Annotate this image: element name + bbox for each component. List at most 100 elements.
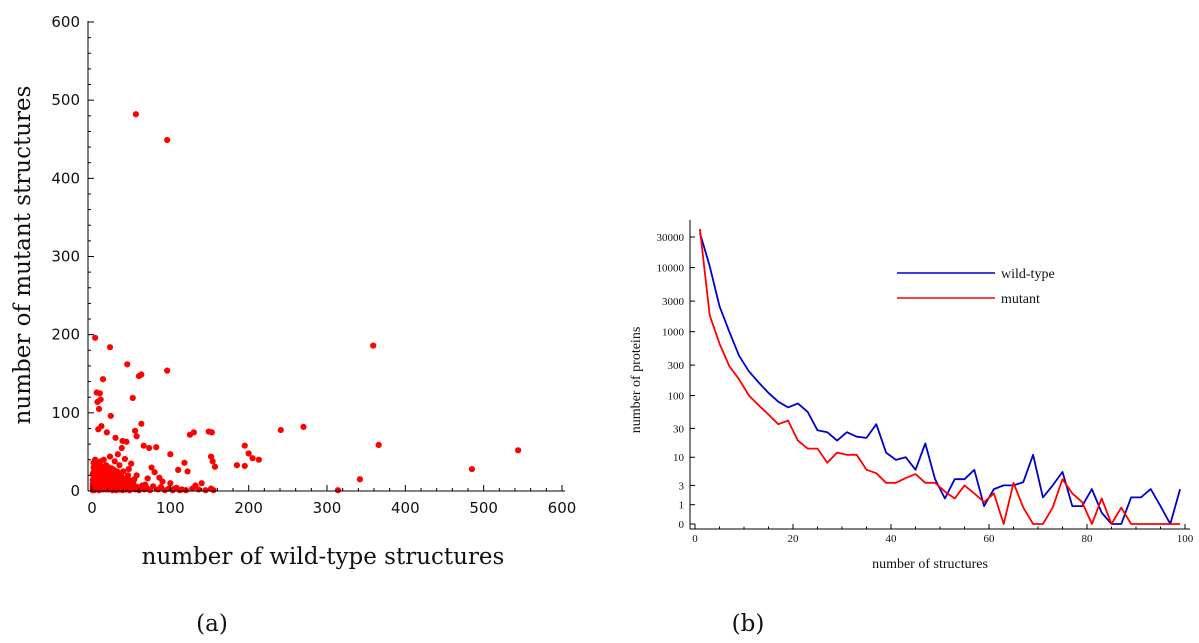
x-tick-label: 20 <box>788 533 800 545</box>
x-tick-label: 40 <box>886 533 898 545</box>
scatter-point <box>208 429 215 436</box>
scatter-point <box>167 480 174 487</box>
panel-b-legend: wild-type mutant <box>897 267 1055 307</box>
scatter-point <box>249 455 256 462</box>
y-tick-label: 100 <box>51 404 80 422</box>
legend-label-wild-type: wild-type <box>1001 267 1055 282</box>
scatter-point <box>375 441 382 448</box>
scatter-point <box>468 466 476 473</box>
scatter-point <box>131 427 139 434</box>
y-tick-label: 0 <box>679 519 685 531</box>
scatter-point <box>207 453 215 460</box>
scatter-point <box>96 485 103 492</box>
y-tick-label: 300 <box>51 248 80 266</box>
scatter-point <box>334 487 342 494</box>
y-tick-label: 10000 <box>657 263 685 275</box>
panel-a-caption: (a) <box>196 611 228 637</box>
scatter-point <box>245 450 252 457</box>
scatter-point <box>156 474 163 481</box>
x-tick-label: 0 <box>87 499 97 517</box>
scatter-point <box>241 462 248 470</box>
scatter-point <box>241 442 248 449</box>
panel-a: 0 100 200 300 400 500 600 0100200300400500600 … <box>10 13 576 637</box>
series-line-mutant <box>699 228 1181 525</box>
scatter-point <box>181 459 188 466</box>
scatter-point <box>90 459 97 466</box>
panel-a-points <box>89 111 522 494</box>
scatter-point <box>211 463 219 470</box>
scatter-point <box>198 480 205 487</box>
scatter-point <box>210 487 217 494</box>
scatter-point <box>209 458 216 465</box>
y-tick-label: 3000 <box>662 296 685 308</box>
x-tick-label: 60 <box>984 533 996 545</box>
panel-b-caption: (b) <box>732 611 765 637</box>
scatter-point <box>150 483 157 490</box>
scatter-point <box>95 405 103 413</box>
scatter-point <box>164 136 171 144</box>
y-tick-label: 1 <box>679 500 685 512</box>
scatter-point <box>153 444 160 451</box>
scatter-point <box>103 429 110 436</box>
x-tick-label: 600 <box>548 499 577 517</box>
y-tick-label: 300 <box>668 360 685 372</box>
panel-a-y-label: number of mutant structures <box>10 86 36 425</box>
scatter-point <box>106 344 114 351</box>
scatter-point <box>189 485 196 492</box>
scatter-point <box>356 476 363 483</box>
scatter-point <box>121 455 128 463</box>
scatter-point <box>129 394 136 402</box>
y-tick-label: 500 <box>51 91 80 109</box>
scatter-point <box>112 434 119 441</box>
scatter-point <box>111 458 118 465</box>
series-line-wild-type <box>699 232 1181 525</box>
x-tick-label: 300 <box>313 499 342 517</box>
panel-b-series-lines <box>699 228 1181 525</box>
scatter-point <box>233 462 241 469</box>
x-tick-label: 400 <box>391 499 420 517</box>
panel-b-y-ticks: 0 1 3 10 30 100 300 1000 3000 10000 30000 <box>657 232 695 531</box>
scatter-point <box>116 462 123 469</box>
y-tick-label: 600 <box>51 13 80 31</box>
scatter-point <box>124 361 131 368</box>
scatter-point <box>125 466 132 473</box>
panel-b-y-label: number of proteins <box>629 327 644 434</box>
scatter-point <box>132 111 139 118</box>
scatter-point <box>146 444 153 452</box>
x-tick-label: 0 <box>692 533 698 545</box>
panel-b-x-ticks: 0 20 40 60 80 100 <box>692 524 1194 545</box>
panel-b-x-label: number of structures <box>872 557 988 572</box>
y-tick-label: 10 <box>673 452 685 464</box>
scatter-point <box>125 476 132 484</box>
scatter-point <box>89 470 96 477</box>
scatter-point <box>255 456 262 463</box>
scatter-point <box>98 423 105 430</box>
y-tick-label: 0 <box>70 482 80 500</box>
scatter-point <box>118 444 125 452</box>
scatter-point <box>144 475 151 482</box>
y-tick-label: 3 <box>679 480 685 492</box>
scatter-point <box>123 438 130 445</box>
scatter-point <box>300 423 307 431</box>
scatter-point <box>94 398 101 405</box>
x-tick-label: 100 <box>156 499 185 517</box>
scatter-point <box>124 472 132 479</box>
x-tick-label: 100 <box>1177 533 1194 545</box>
y-tick-label: 30000 <box>657 232 685 244</box>
scatter-point <box>184 468 191 475</box>
scatter-point <box>97 458 104 465</box>
scatter-point <box>195 486 202 493</box>
scatter-point <box>96 390 103 397</box>
scatter-point <box>102 472 109 479</box>
scatter-point <box>167 451 174 458</box>
scatter-point <box>120 468 127 475</box>
scatter-point <box>151 469 158 476</box>
scatter-point <box>114 451 121 458</box>
scatter-point <box>131 476 138 483</box>
scatter-point <box>148 464 155 471</box>
x-tick-label: 200 <box>234 499 263 517</box>
x-tick-label: 80 <box>1082 533 1094 545</box>
scatter-point <box>107 412 114 420</box>
y-tick-label: 1000 <box>662 327 685 339</box>
